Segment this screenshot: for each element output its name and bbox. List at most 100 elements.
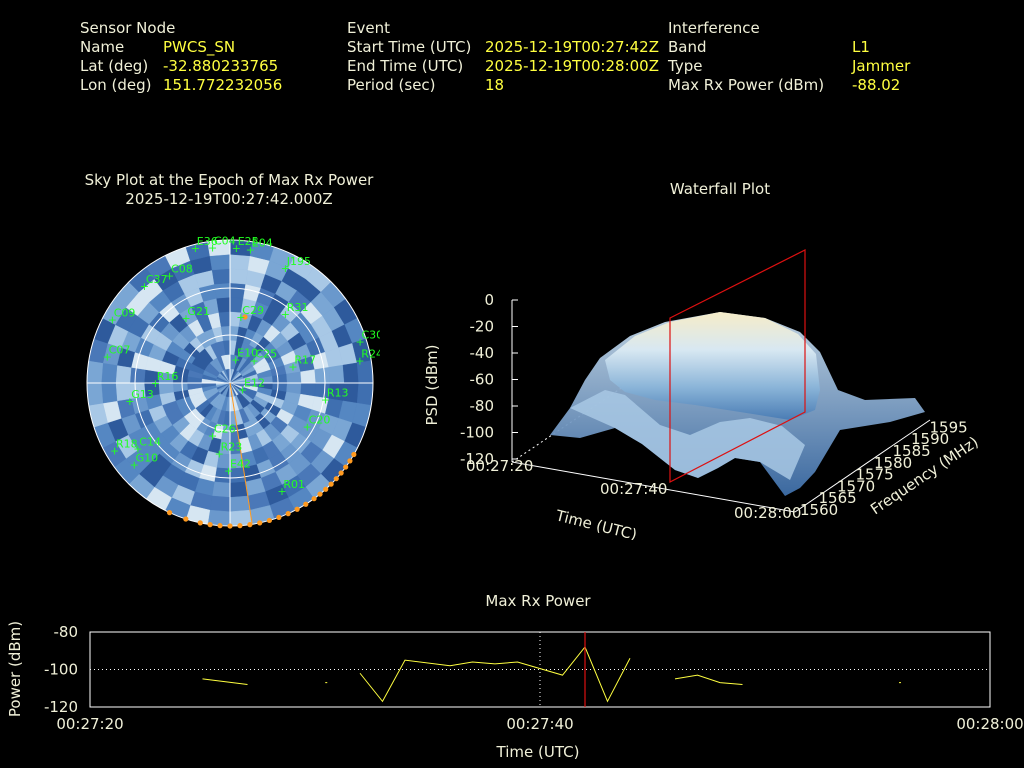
- maxrx-y-ticks: -80 -100 -120: [44, 623, 78, 716]
- satellite-label: J195: [286, 255, 311, 268]
- max-rx-label: Max Rx Power (dBm): [668, 76, 825, 94]
- satellite-label: E36: [197, 235, 218, 248]
- sky-heat-cell: [229, 268, 249, 285]
- satellite-label: C37: [146, 273, 168, 286]
- period-label: Period (sec): [347, 76, 436, 94]
- waterfall-time-ticks: 00:27:20 00:27:40 00:28:00: [466, 457, 801, 522]
- sky-heat-cell: [356, 360, 373, 384]
- frequency-tick-label: 1570: [837, 477, 875, 495]
- satellite-marker: +: [125, 395, 134, 408]
- sky-heat-cell: [229, 282, 246, 299]
- satellite-label: C09: [114, 307, 136, 320]
- satellite-label: C26: [214, 422, 236, 435]
- satellite-marker: +: [110, 445, 119, 458]
- satellite-label: C25: [255, 348, 277, 361]
- sky-plot-heatmap: [87, 240, 373, 526]
- satellite-label: G21: [187, 305, 210, 318]
- satellite-marker: +: [238, 383, 247, 396]
- satellite-marker: +: [277, 485, 286, 498]
- satellite-label: C20: [309, 414, 331, 427]
- frequency-tick-label: 1595: [930, 418, 968, 436]
- sky-heat-cell: [356, 382, 373, 406]
- jammer-marker: [303, 501, 309, 507]
- sky-heat-cell: [328, 364, 345, 384]
- satellite-label: R18: [116, 438, 138, 451]
- x-tick-label: 00:27:40: [506, 715, 573, 733]
- satellite-label: E12: [244, 376, 265, 389]
- satellite-marker: +: [208, 429, 217, 442]
- satellite-marker: +: [281, 262, 290, 275]
- satellite-label: R24: [361, 347, 380, 360]
- satellite-label: R13: [327, 387, 349, 400]
- series-line: [359, 646, 631, 703]
- jammer-marker: [257, 520, 263, 526]
- satellite-marker: +: [130, 459, 139, 472]
- satellite-label: E10: [237, 347, 258, 360]
- maxrx-chart: Power (dBm) -80 -100 -120 00:27:20 00:27:40…: [6, 621, 1024, 761]
- z-tick-label: -60: [470, 371, 495, 389]
- x-tick-label: 00:28:00: [956, 715, 1023, 733]
- end-time-label: End Time (UTC): [347, 57, 464, 75]
- start-time-label: Start Time (UTC): [347, 38, 472, 56]
- satellite-label: R31: [287, 301, 309, 314]
- satellite-marker: +: [355, 335, 364, 348]
- time-tick-label: 00:28:00: [734, 504, 801, 522]
- y-tick-label: -100: [44, 661, 78, 679]
- maxrx-grid: [90, 632, 990, 707]
- jammer-marker: [317, 491, 323, 497]
- satellite-marker: +: [249, 355, 258, 368]
- jammer-bearing-line: [229, 382, 253, 524]
- lon-label: Lon (deg): [80, 76, 152, 94]
- frequency-tick-label: 1590: [911, 430, 949, 448]
- frequency-tick-label: 1565: [819, 489, 857, 507]
- sky-heat-cell: [211, 268, 231, 285]
- maxrx-series: [202, 646, 901, 703]
- satellite-marker: +: [224, 464, 233, 477]
- time-tick-label: 00:27:20: [466, 457, 533, 475]
- waterfall-time-axis-label: Time (UTC): [553, 506, 639, 540]
- waterfall-z-ticks: 0 -20 -40 -60 -80 -100 -120: [460, 291, 518, 468]
- waterfall-z-axis-label: PSD (dBm): [423, 344, 441, 425]
- satellite-label: E04: [252, 236, 273, 249]
- end-time-value: 2025-12-19T00:28:00Z: [485, 57, 659, 75]
- interference-title: Interference: [668, 19, 760, 37]
- sky-heat-cell: [207, 240, 231, 257]
- jammer-marker: [338, 470, 344, 476]
- jammer-direction-markers: [166, 314, 357, 529]
- maxrx-x-axis-label: Time (UTC): [496, 743, 580, 761]
- lat-label: Lat (deg): [80, 57, 149, 75]
- jammer-marker: [242, 314, 248, 320]
- sensor-node-title: Sensor Node: [80, 19, 176, 37]
- lat-value: -32.880233765: [163, 57, 279, 75]
- z-tick-label: -100: [460, 424, 494, 442]
- jammer-marker: [311, 496, 317, 502]
- jammer-marker: [183, 516, 189, 522]
- jammer-marker: [294, 506, 300, 512]
- x-tick-label: 00:27:20: [56, 715, 123, 733]
- jammer-marker: [207, 522, 213, 528]
- satellite-marker: +: [236, 311, 245, 324]
- satellite-label: C07: [109, 344, 131, 357]
- maxrx-x-ticks: 00:27:20 00:27:40 00:28:00: [56, 715, 1023, 733]
- event-title: Event: [347, 19, 390, 37]
- sky-heat-cell: [87, 360, 104, 384]
- y-tick-label: -80: [54, 623, 79, 641]
- start-time-value: 2025-12-19T00:27:42Z: [485, 38, 659, 56]
- z-tick-label: -20: [470, 318, 495, 336]
- satellite-marker: +: [288, 361, 297, 374]
- jammer-marker: [166, 510, 173, 516]
- satellite-label: C04: [214, 235, 236, 248]
- sky-heat-cell: [300, 369, 317, 384]
- satellite-labels: +E36+C04+E25+E04+C37+C08 +J195+C09 +R31+C3…: [103, 235, 380, 498]
- satellite-label: R17: [294, 354, 316, 367]
- satellite-label: R16: [157, 370, 179, 383]
- satellite-marker: +: [215, 447, 224, 460]
- satellite-label: G10: [136, 452, 159, 465]
- satellite-label: G13: [131, 388, 154, 401]
- max-rx-value: -88.02: [852, 76, 901, 94]
- satellite-marker: +: [232, 242, 241, 255]
- satellite-label: C29: [242, 304, 264, 317]
- satellite-marker: +: [321, 394, 330, 407]
- satellite-marker: +: [165, 270, 174, 283]
